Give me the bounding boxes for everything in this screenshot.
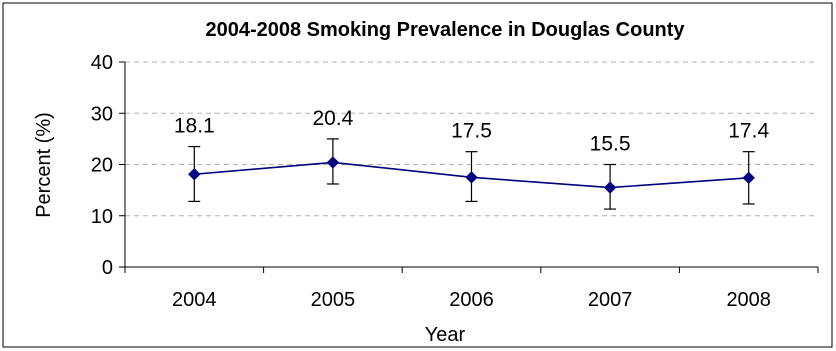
data-label-2008: 17.4 (728, 120, 769, 143)
data-label-2006: 17.5 (451, 120, 492, 143)
data-point-2004 (188, 168, 201, 181)
data-label-2007: 15.5 (590, 133, 631, 156)
chart-border (2, 2, 833, 348)
axes-layer: 0 10 20 30 40 2004 2005 2006 2007 2008 (91, 52, 819, 311)
data-label-2005: 20.4 (312, 107, 353, 130)
data-point-2008 (742, 171, 755, 185)
y-tick-label-20: 20 (91, 155, 113, 177)
data-point-2007 (603, 181, 617, 194)
x-tick-label-2008: 2008 (726, 289, 771, 311)
series-layer (188, 138, 755, 210)
x-axis-label: Year (425, 324, 466, 346)
label-layer: 18.1 20.4 17.5 15.5 17.4 (174, 107, 770, 156)
x-tick-label-2005: 2005 (311, 289, 356, 311)
x-tick-label-2004: 2004 (172, 289, 217, 311)
x-tick-label-2006: 2006 (449, 289, 494, 311)
data-point-2005 (326, 156, 340, 169)
y-axis-label: Percent (%) (33, 112, 55, 218)
y-tick-label-10: 10 (91, 206, 113, 228)
data-label-2004: 18.1 (174, 115, 215, 138)
y-tick-label-30: 30 (91, 103, 113, 125)
y-tick-label-0: 0 (102, 257, 113, 279)
y-tick-label-40: 40 (91, 52, 113, 74)
chart-title: 2004-2008 Smoking Prevalence in Douglas … (205, 19, 685, 41)
x-tick-label-2007: 2007 (588, 289, 633, 311)
data-point-2006 (465, 171, 478, 184)
